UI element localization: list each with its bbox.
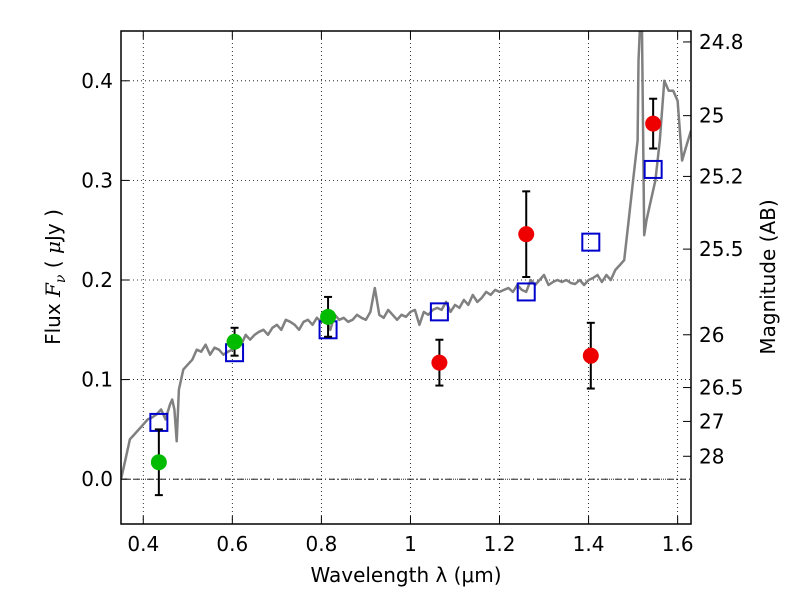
y-axis-label-mu: μ (41, 241, 65, 254)
observed-point (226, 333, 243, 350)
y2-tick-label: 27 (699, 409, 724, 433)
y2-axis-label: Magnitude (AB) (756, 199, 780, 354)
y2-tick-label: 26 (699, 323, 724, 347)
observed-point (320, 308, 337, 325)
observed-point (150, 454, 167, 471)
y-axis-label: Flux Fν ( μJy ) (41, 209, 69, 345)
y-tick-label: 0.4 (81, 69, 113, 93)
y2-tick-label: 26.5 (699, 376, 744, 400)
y-tick-label: 0.3 (81, 168, 113, 192)
y-axis-label-paren: ( (41, 254, 65, 275)
grid-lines (121, 31, 691, 524)
y2-tick-label: 25.5 (699, 237, 744, 261)
model-square-point (643, 159, 663, 179)
plot-frame (120, 30, 692, 525)
model-square-point (516, 282, 536, 302)
observed-point (518, 226, 535, 243)
x-tick-label: 1 (404, 532, 417, 556)
x-tick-label: 1.6 (662, 532, 694, 556)
spectrum-line (121, 31, 691, 480)
observed-point (582, 347, 599, 364)
model-square-point (581, 232, 601, 252)
plot-area (121, 31, 691, 497)
y2-tick-label: 28 (699, 444, 724, 468)
y-tick-label: 0.1 (81, 368, 113, 392)
x-tick-label: 0.6 (216, 532, 248, 556)
observed-point (431, 354, 448, 371)
x-tick-label: 0.4 (127, 532, 159, 556)
axis-ticks: 0.4 0.6 0.8 1 1.2 1.4 1.6 0.0 0.1 0.2 0.3 0.4 24.8 25… (81, 30, 743, 556)
y-axis-label-subscript: ν (53, 274, 69, 283)
y-axis-label-flux: Flux (41, 297, 65, 345)
observed-point (645, 115, 662, 132)
y-tick-label: 0.0 (81, 467, 113, 491)
model-square-point (429, 302, 449, 322)
y2-tick-label: 25.2 (699, 164, 744, 188)
x-tick-label: 1.2 (484, 532, 516, 556)
y2-tick-label: 24.8 (699, 30, 744, 54)
x-axis-label: Wavelength λ (μm) (310, 563, 501, 587)
x-tick-label: 0.8 (305, 532, 337, 556)
y-axis-label-unit: Jy ) (41, 209, 65, 243)
series-group (121, 31, 691, 497)
x-tick-label: 1.4 (573, 532, 605, 556)
y2-tick-label: 25 (699, 104, 724, 128)
y-axis-label-symbol: F (41, 282, 65, 298)
y-tick-label: 0.2 (81, 268, 113, 292)
